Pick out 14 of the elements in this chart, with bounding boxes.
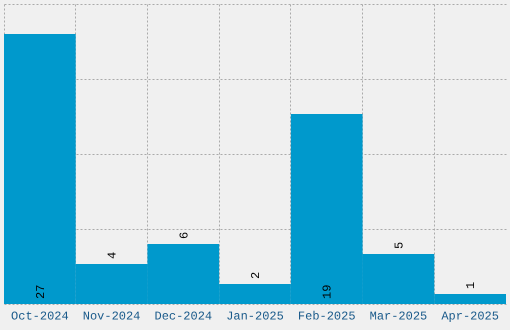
data-label: 5	[392, 242, 406, 249]
data-label: 6	[177, 232, 192, 239]
data-label: 27	[34, 284, 48, 299]
data-label: 4	[106, 252, 120, 259]
x-tick-label: Mar-2025	[370, 310, 428, 324]
x-tick-label: Feb-2025	[298, 310, 356, 324]
x-tick-label: Apr-2025	[441, 310, 499, 324]
data-label: 2	[249, 272, 263, 279]
x-tick-label: Oct-2024	[11, 310, 69, 324]
x-tick-label: Nov-2024	[82, 310, 140, 324]
x-tick-label: Dec-2024	[154, 310, 212, 324]
x-tick-label: Jan-2025	[226, 310, 284, 324]
data-label: 19	[320, 284, 335, 299]
data-label: 1	[464, 282, 478, 289]
